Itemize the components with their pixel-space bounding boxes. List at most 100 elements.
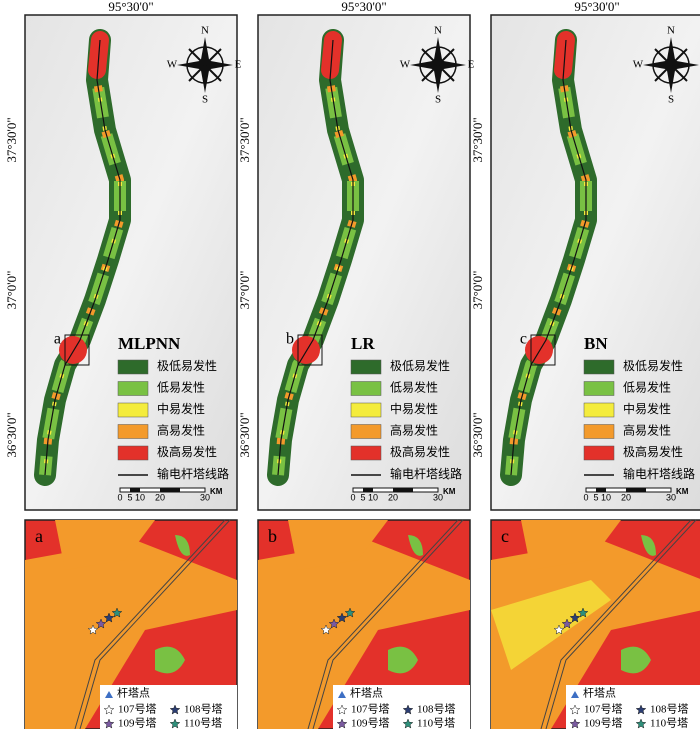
inset-green (155, 535, 190, 674)
inset-legend-label: 108号塔 (417, 703, 456, 716)
latitude-label: 37°0'0" (470, 271, 485, 310)
scale-unit: KM (443, 487, 456, 496)
compass-n: N (667, 25, 675, 37)
map-panel: c 95°30'0" 37°30'0" 37°0'0" 36°30'0" N S E W BN 极低… (470, 0, 700, 511)
tower-symbol (569, 718, 581, 729)
scale-unit: KM (676, 487, 689, 496)
legend-swatch (583, 445, 615, 461)
tower-symbol (169, 718, 181, 729)
inset-green (388, 535, 423, 674)
legend-label: 高易发性 (157, 422, 205, 437)
latitude-label: 37°30'0" (470, 117, 485, 162)
compass-w: W (167, 59, 178, 71)
inset-band (258, 540, 470, 729)
compass-w: W (400, 59, 411, 71)
legend-label: 极低易发性 (390, 358, 450, 373)
scale-bar-fill (363, 488, 373, 492)
inset-legend-label: 110号塔 (184, 717, 222, 729)
latitude-label: 37°30'0" (4, 117, 19, 162)
legend-label: 中易发性 (623, 401, 671, 416)
inset-green (621, 535, 656, 674)
point-symbol (571, 691, 579, 698)
scale-label: 20 (388, 492, 398, 502)
compass-s: S (435, 94, 441, 106)
compass-n: N (201, 25, 209, 37)
inset-legend-label: 109号塔 (118, 717, 157, 729)
scale-label: 30 (200, 492, 210, 502)
tower-symbol (169, 704, 181, 715)
tower-star (95, 618, 107, 629)
legend-swatch (117, 402, 149, 418)
tower-star (336, 612, 348, 623)
inset-legend-label: 110号塔 (650, 717, 688, 729)
inset-band2 (521, 520, 621, 570)
tower-symbol (635, 704, 647, 715)
legend-swatch (583, 424, 615, 439)
inset-legend-box (100, 685, 237, 729)
scale-bar-fill (130, 488, 140, 492)
compass-s: S (668, 94, 674, 106)
compass-n: N (434, 25, 442, 37)
legend-label: 低易发性 (157, 379, 205, 394)
tower-symbol (569, 704, 581, 715)
legend-label: 低易发性 (623, 379, 671, 394)
tower-star (111, 607, 123, 618)
scale-unit: KM (210, 487, 223, 496)
legend-swatch (117, 359, 149, 375)
legend-label: 极低易发性 (157, 358, 217, 373)
scale-bar-fill (160, 488, 180, 492)
compass-rose-diag (421, 48, 455, 82)
legend-label: 极高易发性 (623, 444, 683, 459)
latitude-label: 36°30'0" (4, 412, 19, 457)
point-symbol (105, 691, 113, 698)
legend-label: 高易发性 (623, 422, 671, 437)
power-line (44, 39, 121, 476)
model-label: BN (584, 334, 608, 353)
inset-legend-label: 杆塔点 (117, 686, 150, 700)
inset-letter: c (520, 331, 527, 348)
legend-swatch (350, 381, 382, 396)
inset-band (25, 540, 237, 729)
longitude-label: 95°30'0" (341, 0, 386, 14)
scale-bar-fill (596, 488, 606, 492)
tower-star (344, 607, 356, 618)
inset-legend-label: 110号塔 (417, 717, 455, 729)
tower-star (87, 624, 99, 635)
tower-symbol (402, 718, 414, 729)
legend-label: 输电杆塔线路 (390, 466, 462, 481)
inset-letter: b (268, 526, 277, 546)
scale-label: 10 (368, 492, 378, 502)
longitude-label: 95°30'0" (574, 0, 619, 14)
tower-star (553, 624, 565, 635)
legend-label: 极高易发性 (390, 444, 450, 459)
tower-star (569, 612, 581, 623)
inset-legend-label: 107号塔 (584, 703, 623, 716)
legend-swatch (583, 402, 615, 418)
legend-label: 极高易发性 (157, 444, 217, 459)
tower-symbol (336, 704, 348, 715)
legend-label: 中易发性 (157, 401, 205, 416)
inset-legend-box (566, 685, 700, 729)
compass-w: W (633, 59, 644, 71)
compass-rose-diag (654, 48, 688, 82)
model-label: MLPNN (118, 334, 181, 353)
latitude-label: 36°30'0" (237, 412, 252, 457)
latitude-label: 37°30'0" (237, 117, 252, 162)
latitude-label: 36°30'0" (470, 412, 485, 457)
inset-legend-label: 107号塔 (351, 703, 390, 716)
legend-label: 极低易发性 (623, 358, 683, 373)
inset-band2 (55, 520, 155, 570)
inset-line (74, 519, 231, 729)
inset-line (540, 519, 697, 729)
scale-bar-fill (626, 488, 646, 492)
inset-legend-box (333, 685, 470, 729)
model-label: LR (351, 334, 375, 353)
legend-swatch (350, 359, 382, 375)
legend-swatch (350, 445, 382, 461)
tower-star (577, 607, 589, 618)
inset-legend-label: 108号塔 (184, 703, 223, 716)
inset-letter: b (286, 331, 294, 348)
inset-letter: a (35, 526, 43, 546)
latitude-label: 37°0'0" (4, 271, 19, 310)
